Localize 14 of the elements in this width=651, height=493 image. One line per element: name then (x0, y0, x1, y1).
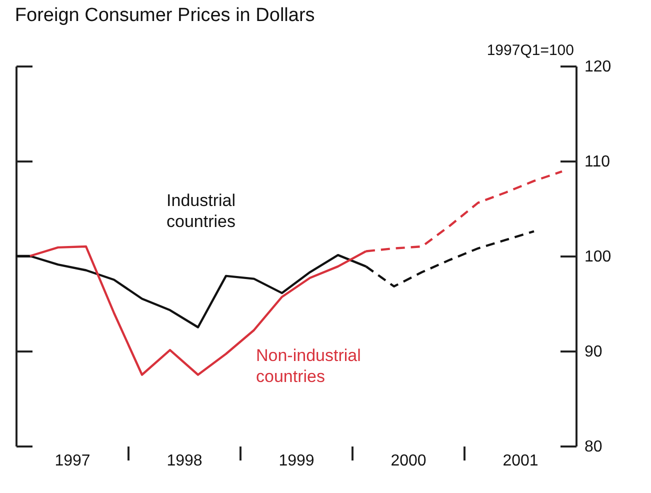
x-tick-label: 2001 (502, 452, 538, 470)
y-tick-label: 90 (584, 344, 602, 360)
y-tick-label: 100 (584, 248, 612, 266)
chart-title: Foreign Consumer Prices in Dollars (14, 5, 315, 26)
series-label: Non-industrial countries (256, 346, 361, 386)
x-tick-label: 1998 (166, 452, 202, 470)
y-tick-label: 110 (584, 154, 610, 170)
y-tick-label: 80 (584, 438, 602, 456)
x-tick-label: 2000 (390, 452, 426, 470)
text: Industrial countries (166, 191, 236, 231)
x-tick-label: 1997 (54, 452, 90, 470)
y-axis-title: 1997Q1=100 (486, 42, 574, 59)
y-tick-label: 120 (584, 58, 612, 76)
x-tick-label: 1999 (278, 452, 314, 470)
